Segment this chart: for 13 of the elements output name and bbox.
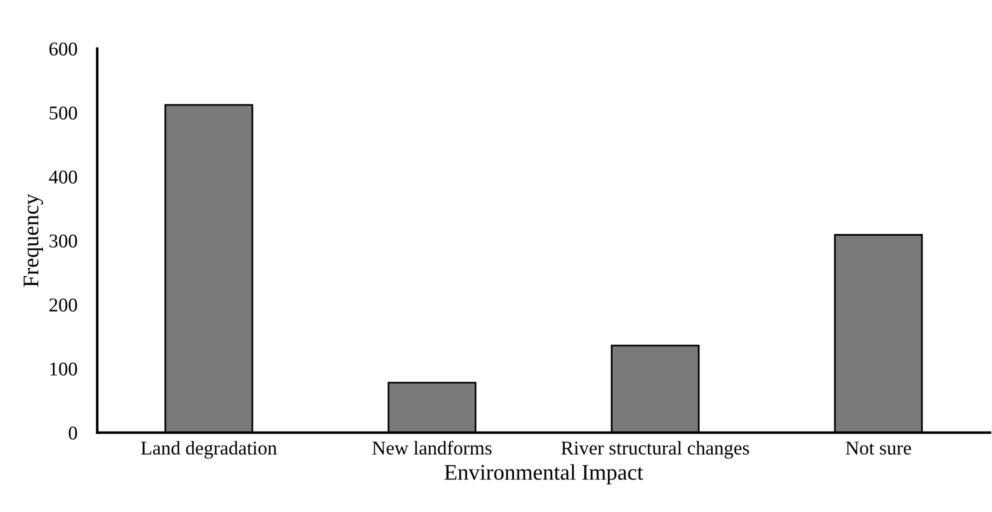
y-tick-label: 600 [49,42,78,56]
y-tick-label: 400 [48,170,78,184]
x-tick-label: New landforms [372,440,492,455]
y-axis-title: Frequency [24,194,44,287]
y-tick-label: 100 [50,362,78,376]
x-tick-label: Land degradation [141,440,277,459]
y-tick-label: 300 [50,234,78,248]
x-tick-label: River structural changes [561,440,749,459]
y-tick-label: 500 [50,106,78,120]
y-tick-label: 200 [49,298,78,312]
y-tick-label: 0 [68,426,78,440]
x-axis-title: Environmental Impact [444,464,644,484]
x-tick-label: Not sure [846,442,911,455]
